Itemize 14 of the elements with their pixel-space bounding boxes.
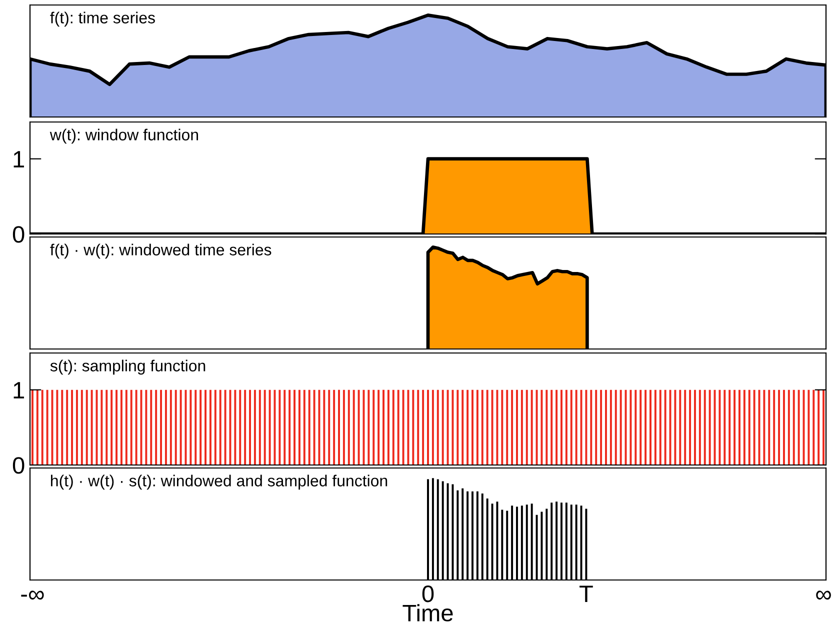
x-tick-label: -∞	[21, 590, 44, 600]
y-tick-label: 1	[14, 151, 24, 168]
x-tick-label: ∞	[816, 590, 831, 600]
chart-title: f(t) · w(t): windowed time series	[50, 244, 272, 259]
chart-title: s(t): sampling function	[50, 360, 206, 375]
y-tick-label: 0	[12, 226, 24, 243]
x-axis-title: Time	[402, 604, 453, 622]
chart-title: f(t): time series	[50, 12, 155, 27]
x-tick-label: 0	[422, 585, 434, 602]
x-tick-label: T	[580, 586, 593, 602]
chart-title: h(t) · w(t) · s(t): windowed and sampled function	[51, 474, 388, 490]
chart-title: w(t): window function	[50, 128, 198, 144]
y-tick-label: 1	[14, 382, 24, 398]
y-tick-label: 0	[12, 457, 24, 474]
